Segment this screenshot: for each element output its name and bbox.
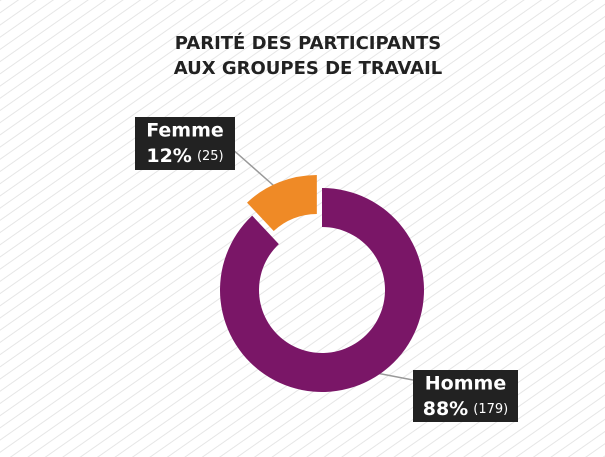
count-label: (179) <box>473 402 508 417</box>
value-label: 12% <box>146 145 191 167</box>
label-name: Femme <box>146 120 224 142</box>
label-box <box>413 370 518 422</box>
label-value: 12% (25) <box>146 145 223 167</box>
count-label: (25) <box>197 149 224 164</box>
slice <box>247 174 317 232</box>
label-name: Homme <box>425 373 506 395</box>
label-value: 88% (179) <box>423 398 509 420</box>
slice <box>220 188 425 392</box>
value-label: 88% <box>423 398 468 420</box>
chart-title: PARITÉ DES PARTICIPANTS <box>175 32 442 54</box>
label-box <box>135 117 235 170</box>
chart-title: AUX GROUPES DE TRAVAIL <box>174 58 443 79</box>
